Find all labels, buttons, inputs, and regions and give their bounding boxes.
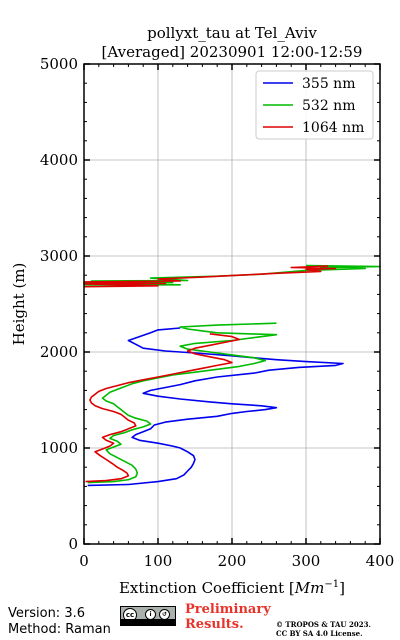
chart-title-line1: pollyxt_tau at Tel_Aviv (147, 24, 317, 42)
series-line-4 (83, 265, 337, 288)
x-axis-label-exp: −1 (324, 579, 339, 590)
copyright-line2: CC BY SA 4.0 License. (276, 629, 363, 638)
legend-label: 355 nm (302, 76, 355, 92)
preliminary-line2: Results. (185, 617, 244, 632)
y-tick-label: 4000 (40, 151, 78, 169)
cc-badge-strip (121, 619, 175, 625)
x-tick-label: 400 (366, 552, 395, 570)
method-text: Method: Raman (8, 622, 111, 637)
series-layer (83, 264, 381, 487)
extinction-profile-chart: pollyxt_tau at Tel_Aviv [Averaged] 20230… (10, 24, 395, 597)
legend: 355 nm 532 nm 1064 nm (255, 70, 374, 140)
y-tick-label: 3000 (40, 247, 78, 265)
preliminary-line1: Preliminary (185, 602, 271, 617)
x-axis-label-close: ] (339, 579, 345, 597)
y-axis-label: Height (m) (10, 263, 28, 346)
version-text: Version: 3.6 (8, 606, 85, 621)
cc-license-icon: cc i ↺ (120, 606, 176, 626)
series-line-1 (87, 322, 278, 484)
x-axis-label: Extinction Coefficient [Mm−1] (119, 579, 345, 597)
preliminary-results-note: Preliminary Results. (185, 602, 271, 632)
chart-title-line2: [Averaged] 20230901 12:00-12:59 (102, 43, 363, 61)
x-tick-label: 200 (218, 552, 247, 570)
y-tick-label: 1000 (40, 439, 78, 457)
copyright-line1: © TROPOS & TAU 2023. (276, 620, 371, 629)
y-tick-label: 0 (68, 535, 78, 553)
x-tick-label: 0 (79, 552, 89, 570)
x-tick-label: 100 (144, 552, 173, 570)
x-axis-label-text: Extinction Coefficient [ (119, 579, 295, 597)
legend-box (255, 70, 374, 140)
footer-info: Version: 3.6 Method: Raman (8, 606, 111, 638)
x-tick-label: 300 (292, 552, 321, 570)
copyright-note: © TROPOS & TAU 2023. CC BY SA 4.0 Licens… (276, 620, 371, 638)
series-line-2 (85, 333, 241, 483)
legend-label: 1064 nm (302, 120, 364, 136)
legend-label: 532 nm (302, 98, 355, 114)
y-tick-label: 5000 (40, 55, 78, 73)
x-axis-label-unit: Mm (294, 579, 325, 597)
y-tick-label: 2000 (40, 343, 78, 361)
